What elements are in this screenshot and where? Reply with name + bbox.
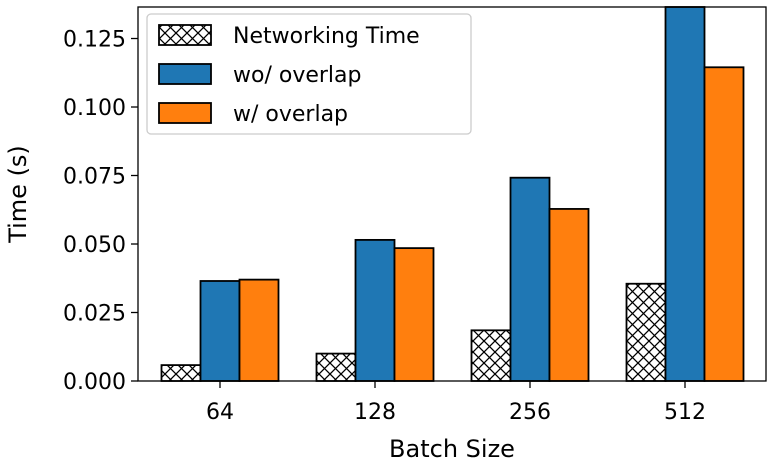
plot-frame — [137, 6, 767, 382]
bar-wo-overlap-128 — [354, 238, 396, 382]
y-tick-label: 0.100 — [63, 96, 126, 121]
legend-swatch — [158, 102, 212, 124]
bar-w-overlap-128 — [393, 247, 435, 382]
y-axis-label: Time (s) — [4, 145, 32, 244]
y-tick-label: 0.075 — [63, 165, 126, 190]
legend-frame — [146, 13, 472, 135]
bar-networking-time-256 — [470, 329, 512, 382]
bar-w-overlap-512 — [703, 66, 745, 382]
legend-label: wo/ overlap — [233, 63, 361, 88]
y-tick-label: 0.125 — [63, 28, 126, 53]
bar-networking-time-64 — [160, 364, 202, 382]
legend: Networking Time wo/ overlap w/ overlap — [146, 13, 472, 135]
x-tick-label: 512 — [664, 400, 706, 425]
x-tick-label: 256 — [509, 400, 551, 425]
legend-swatch — [158, 63, 212, 85]
plot-area: 0.000 0.025 0.050 0.075 0.100 0.125 64 128 256 5… — [63, 6, 767, 425]
x-tick-label: 128 — [354, 400, 396, 425]
bars-group — [160, 6, 745, 382]
y-tick-label: 0.050 — [63, 233, 126, 258]
y-axis: 0.000 0.025 0.050 0.075 0.100 0.125 — [63, 28, 138, 395]
bar-networking-time-128 — [315, 352, 357, 382]
bar-w-overlap-256 — [548, 208, 590, 382]
legend-swatch — [158, 24, 212, 46]
y-tick-label: 0.025 — [63, 302, 126, 327]
bar-wo-overlap-512 — [664, 6, 706, 382]
x-axis: 64 128 256 512 — [206, 381, 706, 425]
bar-wo-overlap-64 — [199, 280, 241, 382]
bar-w-overlap-64 — [238, 278, 280, 382]
legend-label: Networking Time — [233, 24, 420, 49]
x-axis-label: Batch Size — [389, 435, 515, 463]
bar-networking-time-512 — [625, 282, 667, 382]
legend-label: w/ overlap — [233, 102, 348, 127]
bar-wo-overlap-256 — [509, 176, 551, 382]
x-tick-label: 64 — [206, 400, 234, 425]
y-tick-label: 0.000 — [63, 370, 126, 395]
